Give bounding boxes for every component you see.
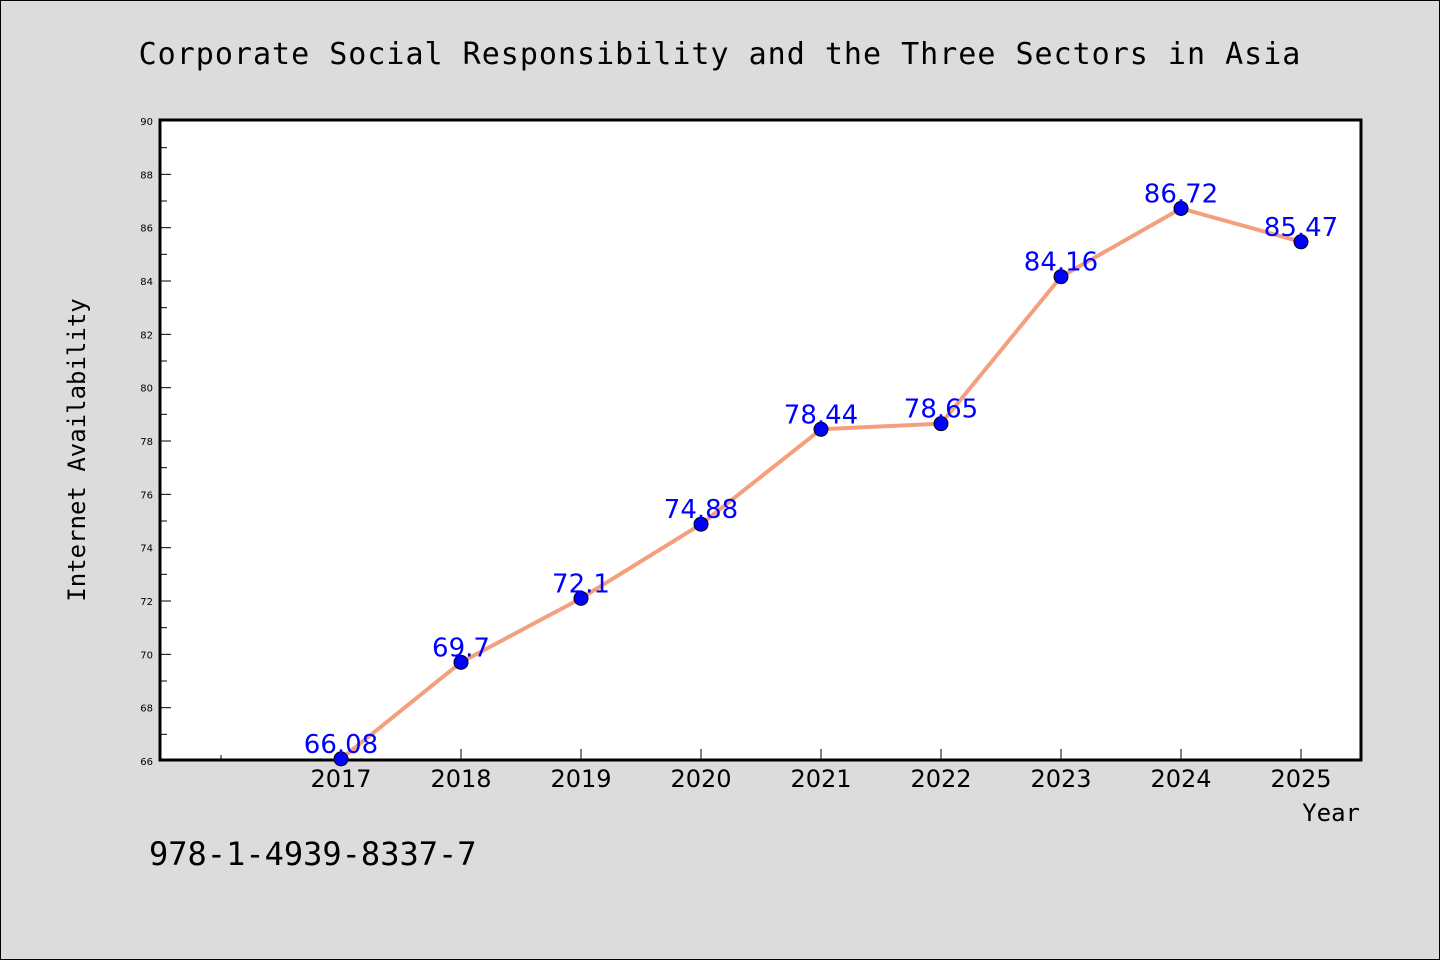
data-label: 69.7 (432, 633, 490, 663)
y-axis-title: Internet Availability (63, 298, 91, 601)
x-tick-label: 2018 (430, 765, 491, 793)
x-tick-label: 2023 (1030, 765, 1091, 793)
data-label: 78.65 (904, 395, 978, 425)
y-tick-label: 88 (140, 170, 153, 181)
data-label: 85.47 (1264, 213, 1338, 243)
y-tick-label: 76 (140, 490, 153, 501)
data-point (813, 421, 829, 437)
x-tick-label: 2025 (1270, 765, 1331, 793)
data-labels: 66.08 69.7 72.1 74.88 78.44 78.65 84.16 86.72 85… (304, 179, 1338, 759)
data-label: 84.16 (1024, 248, 1098, 278)
data-point (1173, 200, 1189, 216)
y-tick-label: 78 (140, 437, 153, 448)
data-label: 86.72 (1144, 179, 1218, 209)
x-tick-label: 2022 (910, 765, 971, 793)
data-point (333, 751, 349, 767)
plot-area (158, 118, 1363, 762)
y-tick-label: 80 (140, 384, 153, 395)
data-point (1053, 269, 1069, 285)
x-tick-label: 2017 (310, 765, 371, 793)
y-axis: 66 68 70 72 74 76 78 80 82 84 86 88 90 (140, 117, 171, 768)
data-point (1293, 234, 1309, 250)
y-tick-label: 68 (140, 704, 153, 715)
x-tick-label: 2019 (550, 765, 611, 793)
y-tick-label: 74 (140, 544, 153, 555)
isbn-text: 978-1-4939-8337-7 (149, 835, 477, 873)
series-line (333, 200, 1309, 767)
x-axis-title: Year (1302, 799, 1360, 827)
x-tick-label: 2021 (790, 765, 851, 793)
data-point (693, 516, 709, 532)
data-label: 74.88 (664, 495, 738, 525)
data-point (933, 416, 949, 432)
data-label: 72.1 (552, 569, 610, 599)
x-axis: 2017 2018 2019 2020 2021 2022 2023 2024 2025 (220, 749, 1332, 793)
y-tick-label: 72 (140, 597, 153, 608)
y-tick-label: 70 (140, 650, 153, 661)
x-tick-label: 2024 (1150, 765, 1211, 793)
chart-title: Corporate Social Responsibility and the … (139, 37, 1302, 72)
y-tick-label: 90 (140, 117, 153, 128)
y-tick-label: 84 (140, 277, 153, 288)
y-tick-label: 66 (140, 757, 153, 768)
y-tick-label: 82 (140, 330, 153, 341)
data-label: 78.44 (784, 400, 858, 430)
y-tick-label: 86 (140, 224, 153, 235)
data-point (573, 590, 589, 606)
data-point (453, 654, 469, 670)
data-label: 66.08 (304, 730, 378, 760)
x-tick-label: 2020 (670, 765, 731, 793)
